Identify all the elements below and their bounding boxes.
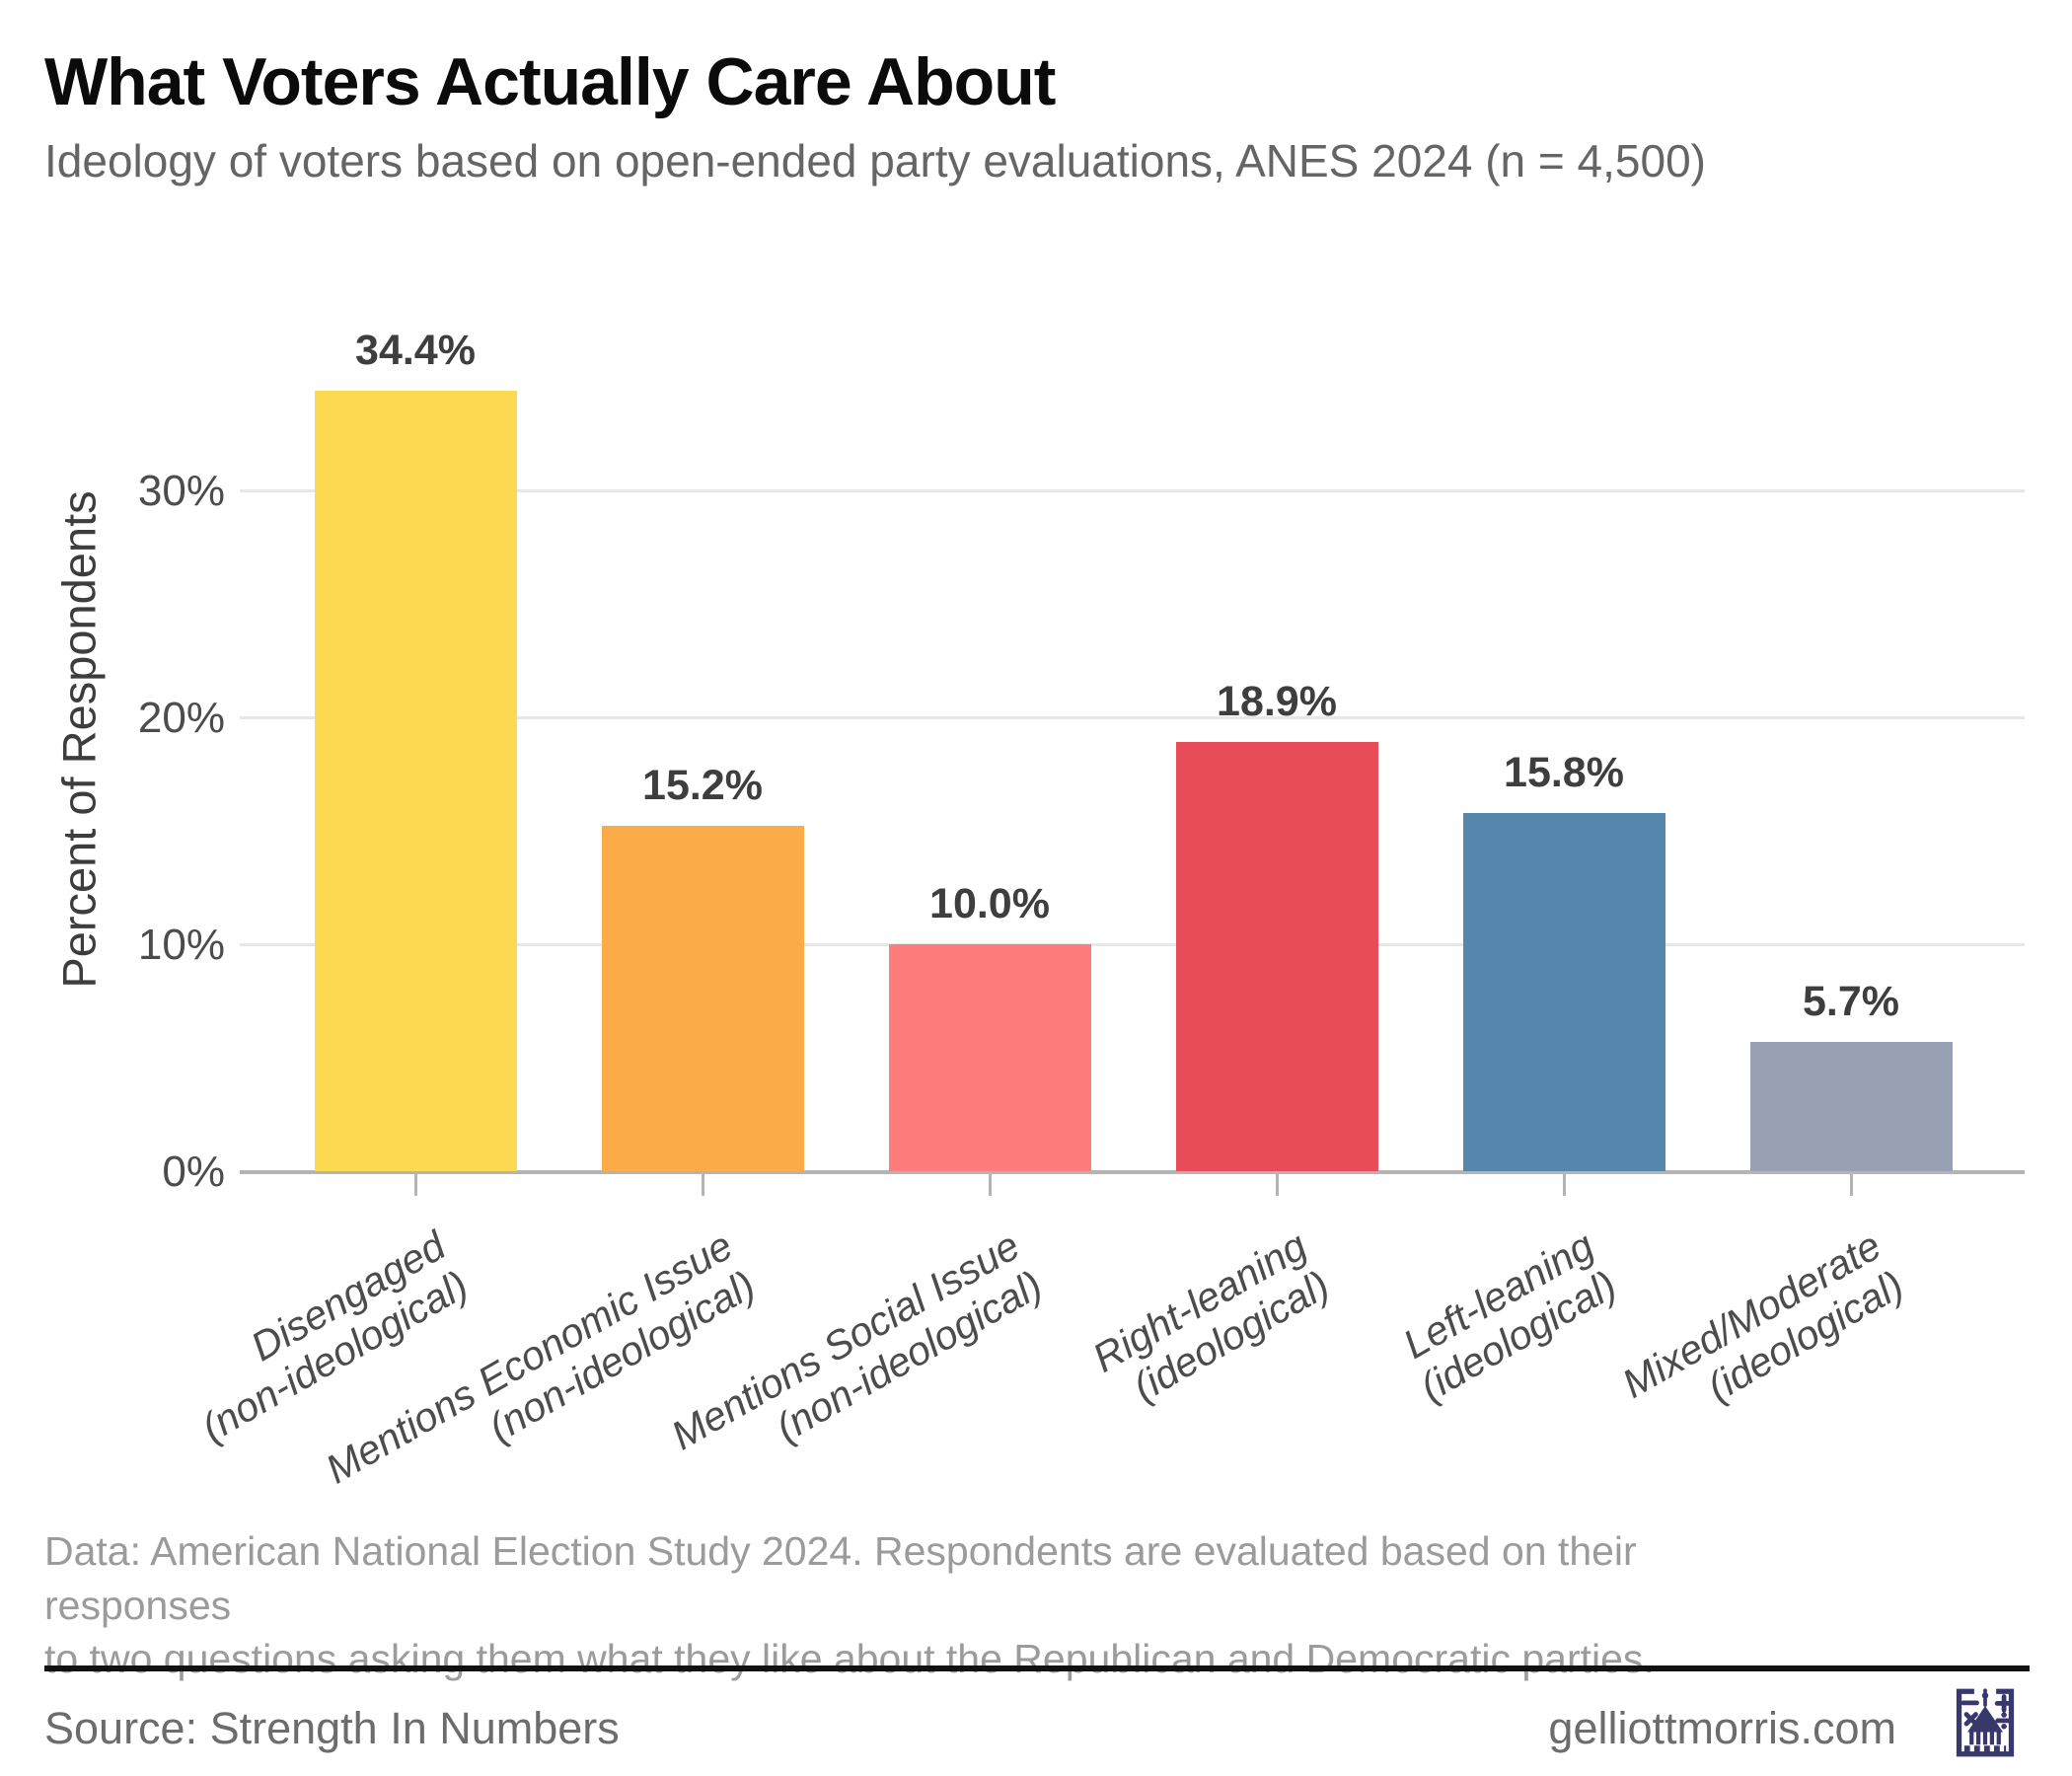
page-title: What Voters Actually Care About xyxy=(44,44,1056,119)
bar-1[interactable] xyxy=(314,391,517,1171)
x-axis-line xyxy=(240,1170,2025,1174)
source-credit: Source: Strength In Numbers xyxy=(44,1703,620,1753)
x-axis-tick-3 xyxy=(989,1174,992,1196)
bar-4[interactable] xyxy=(1175,742,1378,1171)
data-source-caption: Data: American National Election Study 2… xyxy=(44,1528,1655,1682)
bar-value-label-2: 15.2% xyxy=(642,762,763,809)
website-link[interactable]: gelliottmorris.com xyxy=(1548,1703,1896,1753)
x-axis-tick-6 xyxy=(1850,1174,1853,1196)
gridline-20pct xyxy=(240,716,2025,719)
bar-6[interactable] xyxy=(1749,1042,1953,1171)
x-axis-tick-5 xyxy=(1563,1174,1566,1196)
x-axis-tick-1 xyxy=(414,1174,417,1196)
bar-value-label-6: 5.7% xyxy=(1802,978,1899,1025)
capitol-math-logo-icon xyxy=(1956,1688,2015,1757)
bar-3[interactable] xyxy=(888,944,1091,1171)
gridline-10pct xyxy=(240,943,2025,946)
bar-value-label-5: 15.8% xyxy=(1504,749,1624,796)
bar-value-label-1: 34.4% xyxy=(355,327,476,374)
y-tick-label-30pct: 30% xyxy=(137,467,225,515)
y-tick-label-10pct: 10% xyxy=(137,921,225,969)
bar-5[interactable] xyxy=(1462,813,1665,1171)
footer-divider xyxy=(44,1665,2030,1671)
bar-value-label-3: 10.0% xyxy=(929,880,1050,927)
y-tick-label-20pct: 20% xyxy=(137,694,225,742)
bar-value-label-4: 18.9% xyxy=(1217,678,1337,725)
chart-subtitle: Ideology of voters based on open-ended p… xyxy=(44,135,1706,186)
gridline-30pct xyxy=(240,489,2025,492)
x-axis-tick-2 xyxy=(702,1174,704,1196)
bar-2[interactable] xyxy=(601,826,804,1171)
x-axis-tick-4 xyxy=(1276,1174,1279,1196)
y-tick-label-0pct: 0% xyxy=(162,1147,225,1196)
